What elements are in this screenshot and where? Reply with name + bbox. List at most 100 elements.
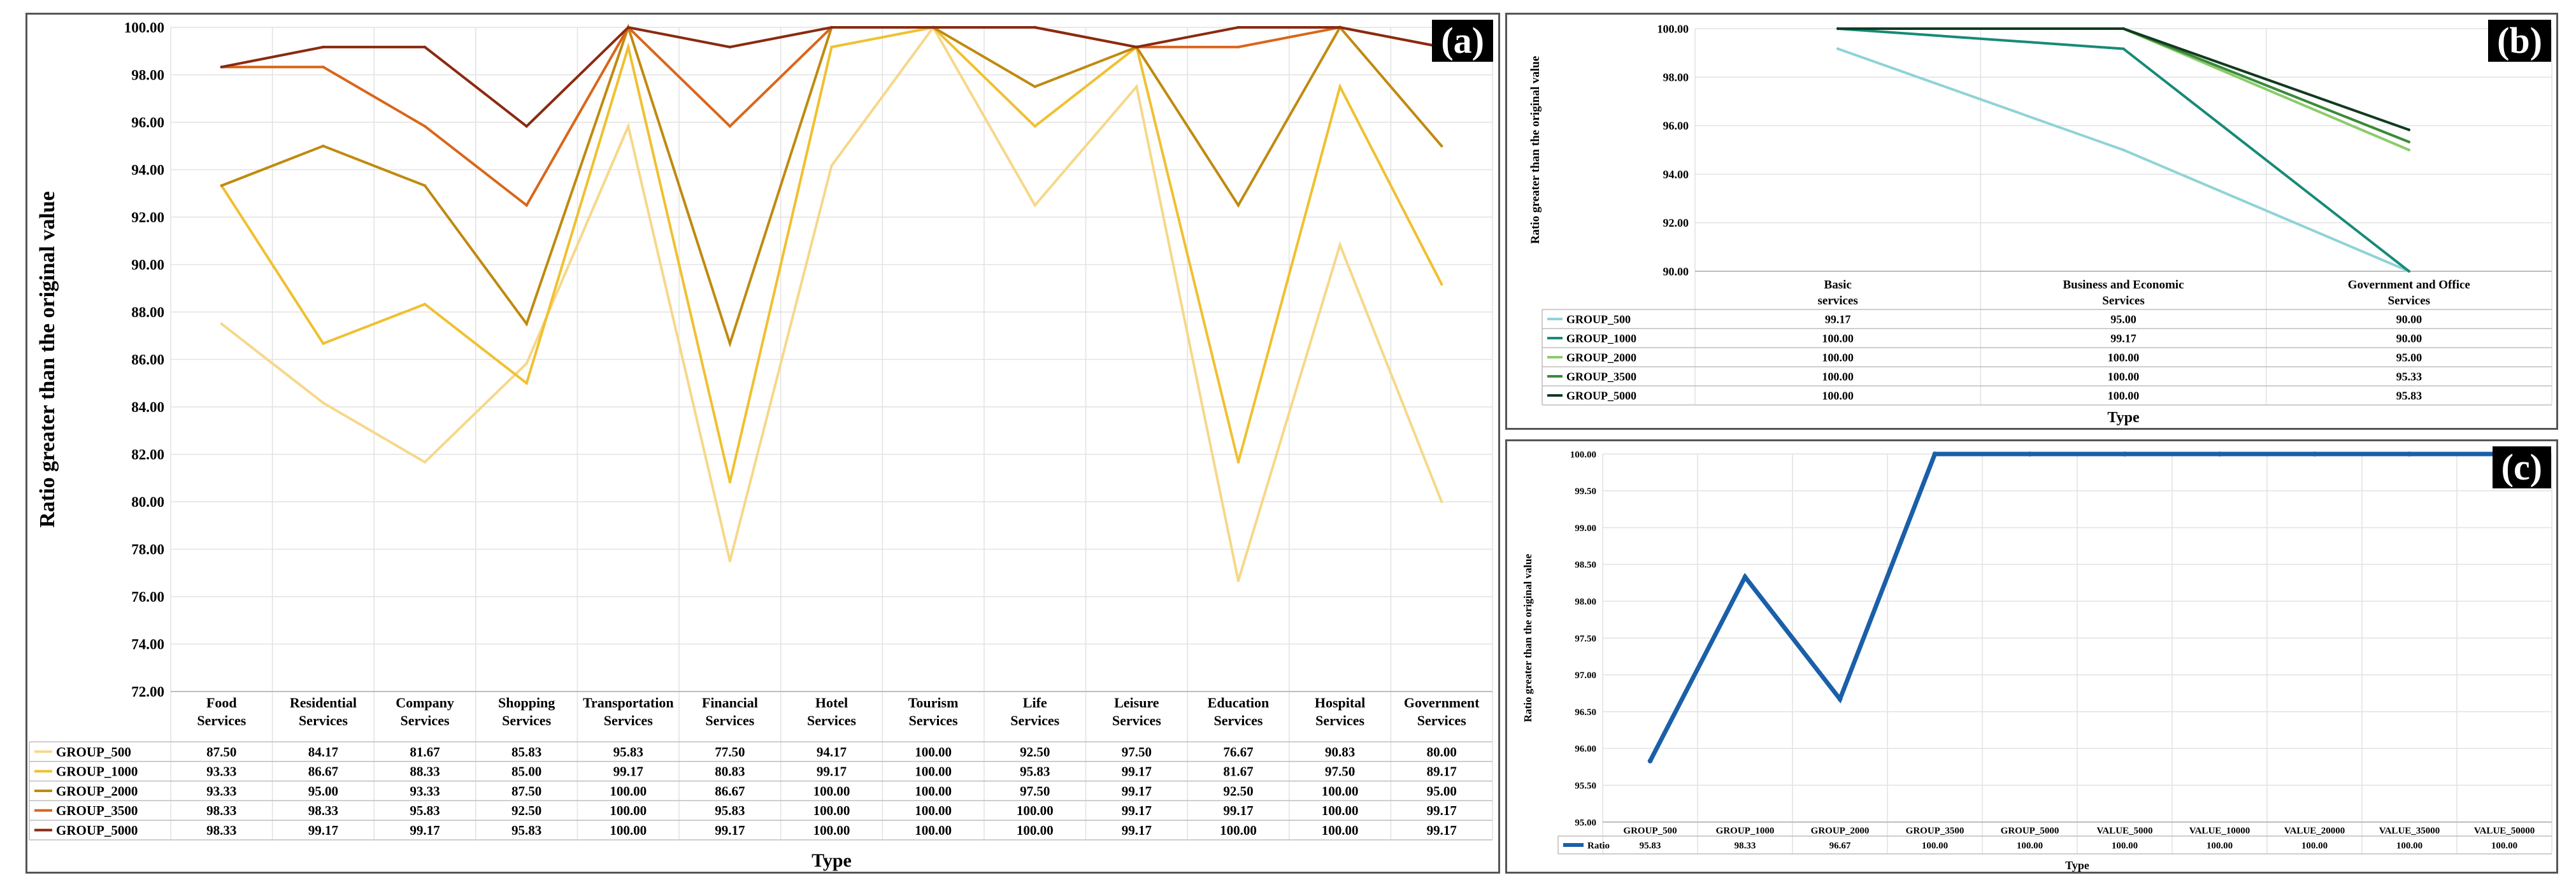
x-tick-label: Services — [197, 713, 246, 728]
table-cell: 81.67 — [410, 744, 440, 760]
table-cell: 100.00 — [1220, 823, 1257, 838]
data-point — [1742, 574, 1748, 579]
table-cell: 95.83 — [1640, 841, 1661, 851]
x-tick-label: Services — [1315, 713, 1364, 728]
table-cell: 77.50 — [715, 744, 745, 760]
x-tick-label: Services — [401, 713, 450, 728]
table-cell: 76.67 — [1223, 744, 1253, 760]
data-point — [1836, 47, 1840, 50]
table-cell: 98.33 — [308, 803, 338, 818]
data-point — [2407, 140, 2411, 144]
table-cell: 92.50 — [512, 803, 541, 818]
y-tick-label: 96.00 — [1575, 744, 1596, 755]
table-cell: 100.00 — [610, 783, 647, 798]
table-cell: 100.00 — [915, 764, 952, 779]
data-point — [2027, 451, 2033, 457]
table-cell: 95.83 — [613, 744, 643, 760]
table-cell: 100.00 — [915, 744, 952, 760]
y-tick-label: 97.00 — [1575, 670, 1596, 681]
data-point — [322, 401, 325, 404]
table-cell: 95.33 — [2396, 370, 2422, 383]
table-cell: 94.17 — [817, 744, 847, 760]
table-cell: 100.00 — [1822, 389, 1854, 402]
legend-label: GROUP_2000 — [56, 783, 138, 798]
table-cell: 99.17 — [2110, 332, 2136, 344]
y-tick-label: 99.50 — [1575, 486, 1596, 497]
y-axis-title: Ratio greater than the original value — [1529, 56, 1542, 244]
chart-panel-c: 95.00 95.50 96.00 96.50 97.00 97.50 98.00 98.50… — [1505, 439, 2558, 874]
y-tick-label: 99.00 — [1575, 523, 1596, 534]
table-cell: 99.17 — [613, 764, 643, 779]
table-cell: 87.50 — [512, 783, 541, 798]
x-tick-label: GROUP_500 — [1623, 826, 1677, 836]
data-point — [525, 362, 528, 365]
x-axis-title: Type — [2065, 859, 2089, 872]
y-tick-label: 96.00 — [1663, 120, 1689, 132]
table-cell: 99.17 — [1122, 783, 1152, 798]
x-tick-label: Life — [1023, 695, 1047, 711]
x-tick-label: Services — [705, 713, 754, 728]
data-point — [1236, 25, 1240, 29]
legend-label: GROUP_5000 — [56, 823, 138, 838]
table-cell: 84.17 — [308, 744, 338, 760]
table-cell: 95.83 — [1020, 764, 1050, 779]
series-line-group-500 — [1837, 47, 2410, 273]
x-tick-label: Company — [396, 695, 454, 711]
data-point — [1135, 45, 1138, 49]
chart-panel-b: 90.00 92.00 94.00 96.00 98.00 100.00 Basic serv… — [1505, 13, 2558, 430]
data-point — [220, 184, 224, 187]
table-cell: 100.00 — [1822, 332, 1854, 344]
x-tick-label: VALUE_5000 — [2096, 826, 2152, 836]
table-cell: 100.00 — [2207, 841, 2233, 851]
table-cell: 88.33 — [410, 764, 440, 779]
data-point — [2217, 451, 2222, 457]
data-point — [931, 25, 935, 29]
table-cell: 95.00 — [2396, 351, 2422, 364]
table-cell: 98.33 — [1735, 841, 1756, 851]
table-cell: 89.17 — [1427, 764, 1457, 779]
y-tick-label: 92.00 — [1663, 216, 1689, 229]
table-cell: 92.50 — [1223, 783, 1253, 798]
x-tick-label: Services — [502, 713, 551, 728]
x-axis-title: Type — [812, 850, 852, 871]
x-tick-label: GROUP_2000 — [1811, 826, 1870, 836]
x-tick-label: VALUE_35000 — [2379, 826, 2440, 836]
data-point — [1647, 758, 1653, 763]
legend-label: GROUP_3500 — [56, 803, 138, 818]
x-tick-label: Food — [206, 695, 237, 711]
data-point — [423, 125, 427, 128]
data-point — [1033, 25, 1036, 29]
x-tick-label: GROUP_5000 — [2001, 826, 2059, 836]
data-point — [2407, 451, 2412, 457]
table-cell: 93.33 — [206, 764, 236, 779]
data-point — [1236, 460, 1240, 464]
table-cell: 100.00 — [610, 823, 647, 838]
y-tick-label: 97.50 — [1575, 634, 1596, 644]
y-tick-label: 88.00 — [131, 304, 164, 320]
y-tick-label: 94.00 — [1663, 168, 1689, 181]
table-cell: 100.00 — [1322, 803, 1359, 818]
legend-label: GROUP_5000 — [1566, 389, 1636, 402]
table-cell: 97.50 — [1122, 744, 1152, 760]
data-point — [1338, 25, 1342, 29]
y-tick-label: 76.00 — [131, 589, 164, 605]
y-tick-label: 72.00 — [131, 684, 164, 700]
y-tick-label: 98.00 — [1575, 597, 1596, 607]
x-tick-label: VALUE_50000 — [2474, 826, 2535, 836]
chart-a-svg: 72.00 74.00 76.00 78.00 80.00 82.00 84.00 86.00… — [29, 20, 1493, 871]
y-tick-label: 78.00 — [131, 542, 164, 558]
data-point — [2312, 451, 2317, 457]
table-cell: 99.17 — [1427, 823, 1457, 838]
data-point — [423, 460, 427, 464]
table-cell: 90.00 — [2396, 313, 2422, 325]
x-tick-label: Transportation — [583, 695, 674, 711]
x-tick-label: GROUP_3500 — [1906, 826, 1964, 836]
data-point — [830, 25, 833, 29]
table-cell: 86.67 — [308, 764, 338, 779]
y-tick-label: 98.00 — [1663, 71, 1689, 84]
x-tick-label: Government — [1404, 695, 1480, 711]
table-cell: 100.00 — [610, 803, 647, 818]
panel-label-c: (c) — [2492, 446, 2551, 488]
table-cell: 100.00 — [2017, 841, 2043, 851]
table-cell: 99.17 — [1122, 764, 1152, 779]
